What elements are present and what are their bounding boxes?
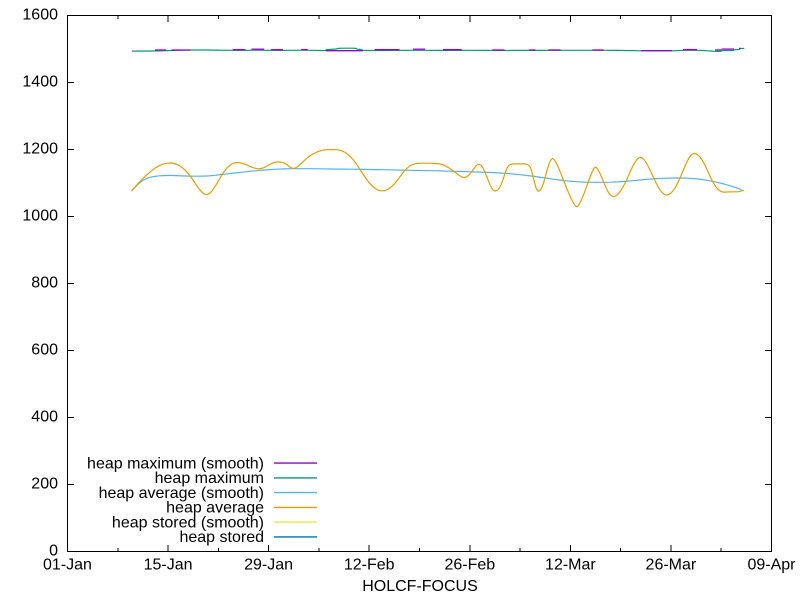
svg-text:0: 0 (49, 543, 58, 560)
svg-text:HOLCF-FOCUS: HOLCF-FOCUS (362, 578, 478, 595)
svg-text:26-Feb: 26-Feb (444, 557, 495, 574)
svg-text:1200: 1200 (22, 141, 58, 158)
svg-text:400: 400 (31, 409, 58, 426)
svg-text:29-Jan: 29-Jan (244, 557, 293, 574)
svg-text:15-Jan: 15-Jan (144, 557, 193, 574)
svg-text:heap stored (smooth): heap stored (smooth) (112, 514, 264, 531)
svg-text:12-Mar: 12-Mar (545, 557, 596, 574)
svg-text:01-Jan: 01-Jan (43, 557, 92, 574)
svg-text:800: 800 (31, 275, 58, 292)
svg-text:200: 200 (31, 476, 58, 493)
svg-text:heap maximum: heap maximum (155, 470, 264, 487)
svg-text:heap stored: heap stored (179, 529, 264, 546)
svg-text:1600: 1600 (22, 7, 58, 24)
svg-text:heap average (smooth): heap average (smooth) (99, 485, 264, 502)
svg-text:09-Apr: 09-Apr (747, 557, 796, 574)
svg-text:1000: 1000 (22, 208, 58, 225)
svg-text:1400: 1400 (22, 74, 58, 91)
svg-text:heap average: heap average (166, 500, 264, 517)
svg-text:heap maximum (smooth): heap maximum (smooth) (87, 455, 264, 472)
svg-text:600: 600 (31, 342, 58, 359)
svg-text:26-Mar: 26-Mar (646, 557, 697, 574)
svg-text:12-Feb: 12-Feb (344, 557, 395, 574)
